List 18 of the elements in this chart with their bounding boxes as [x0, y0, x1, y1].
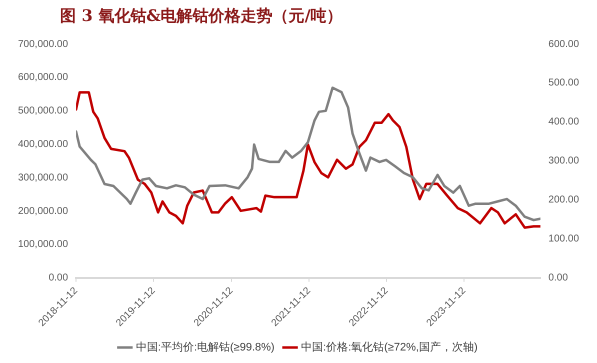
y-tick-label: 700,000.00 — [18, 38, 68, 50]
y2-tick-label: 0.00 — [548, 272, 568, 284]
y-tick-label: 0.00 — [48, 272, 68, 284]
y-tick-label: 200,000.00 — [18, 206, 68, 217]
y-tick-label: 500,000.00 — [18, 106, 68, 117]
y2-tick-label: 400.00 — [548, 116, 580, 128]
y2-tick-label: 600.00 — [548, 38, 580, 50]
y-tick-label: 400,000.00 — [18, 138, 68, 150]
chart-title: 图 3 氧化钴&电解钴价格走势（元/吨） — [59, 5, 344, 27]
y-tick-label: 300,000.00 — [18, 172, 68, 184]
y2-tick-label: 300.00 — [548, 156, 580, 167]
y-tick-label: 600,000.00 — [18, 72, 68, 84]
y2-tick-label: 500.00 — [548, 78, 580, 89]
legend-label: 中国:平均价:电解钴(≥99.8%) — [136, 340, 275, 354]
y2-tick-label: 200.00 — [548, 194, 580, 206]
y-tick-label: 100,000.00 — [18, 239, 68, 250]
y2-tick-label: 100.00 — [548, 234, 580, 245]
legend-label: 中国:价格:氧化钴(≥72%,国产，次轴) — [301, 340, 478, 354]
